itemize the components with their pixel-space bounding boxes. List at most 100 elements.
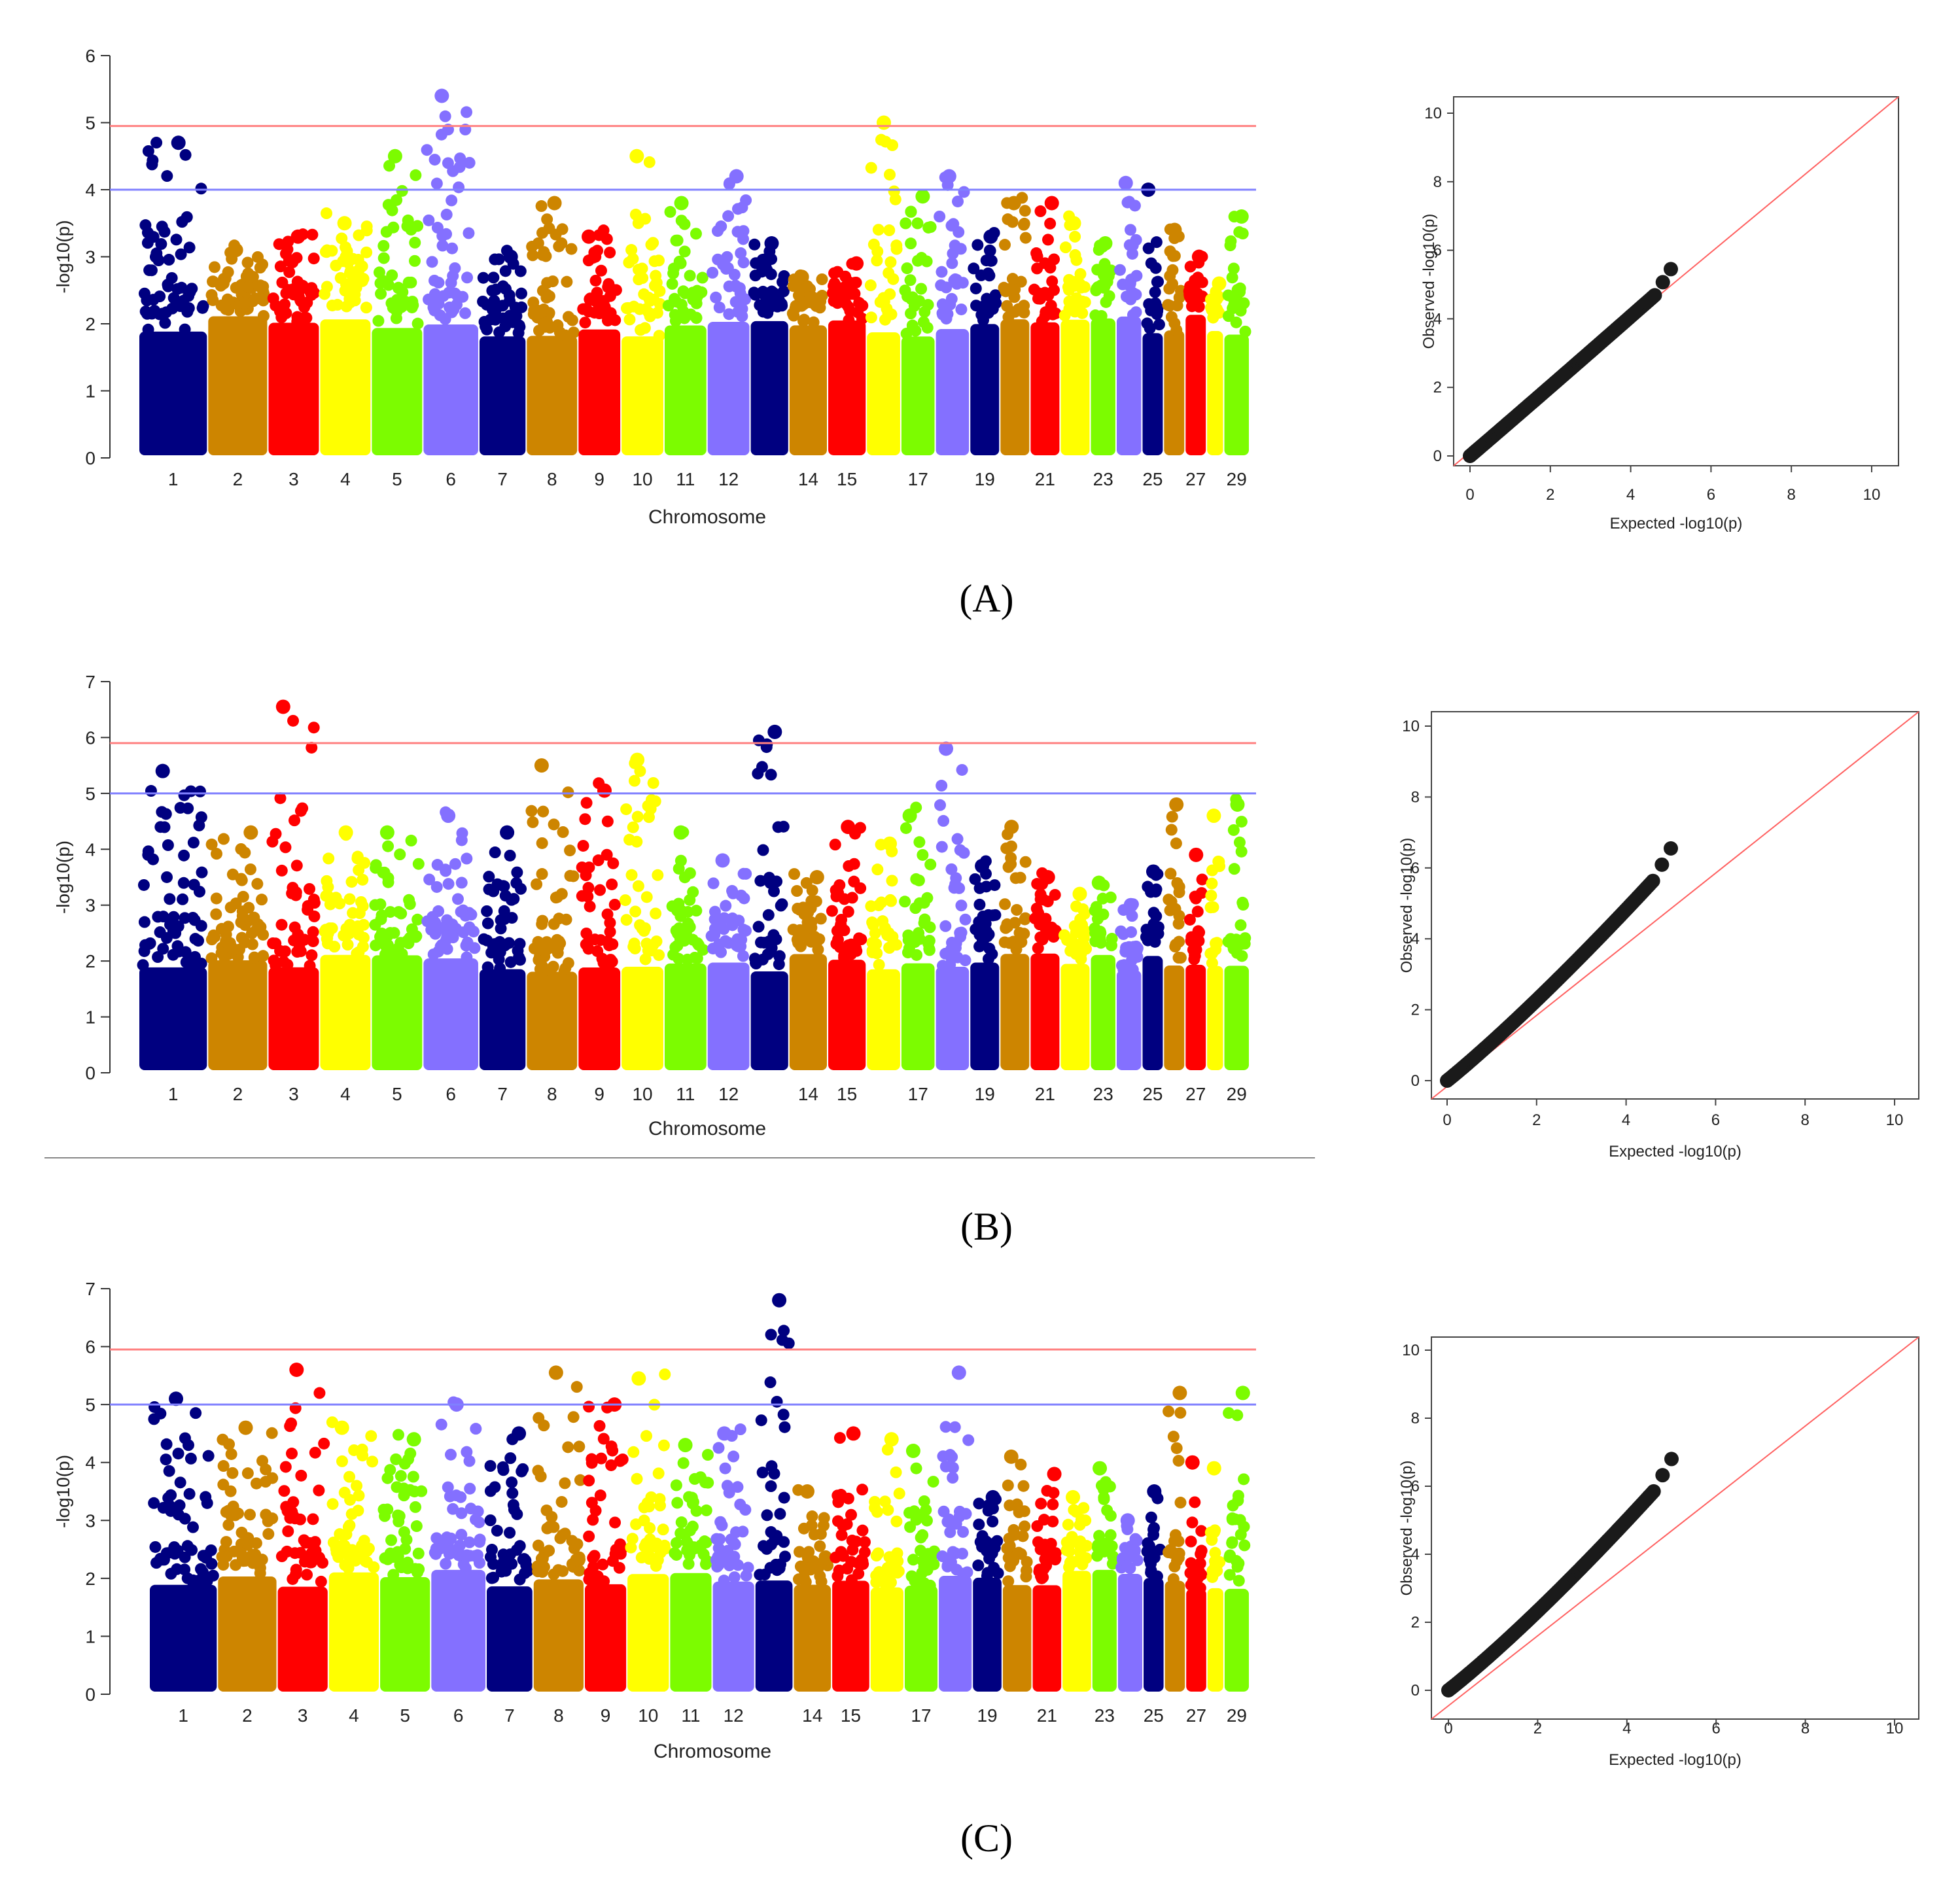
qq-top-point [1664,1452,1679,1467]
snp-point [138,916,150,928]
snp-point [463,156,476,169]
snp-point [752,920,765,933]
snp-point [670,1479,682,1491]
snp-point [871,245,884,258]
snp-point [639,213,652,225]
snp-point [236,931,248,944]
manhattan-points [148,1293,1251,1692]
snp-point [1002,1479,1014,1491]
snp-point [289,288,302,300]
snp-point [308,910,321,922]
snp-point [1070,926,1082,939]
chromosome-19-peak-snp [983,229,998,244]
snp-point [1166,1546,1178,1559]
snp-point [1098,258,1111,270]
snp-point [327,1536,340,1548]
chromosome-1-peak-snp [155,763,170,778]
snp-point [394,848,406,861]
snp-point [1222,935,1234,948]
chromosome-28-dense-points [1207,966,1223,1070]
snp-point [1223,1569,1236,1581]
chromosome-18-dense-points [936,966,970,1070]
snp-point [953,226,965,238]
snp-point [865,162,877,174]
snp-point [353,864,365,877]
snp-point [235,1548,247,1560]
chromosome-26-dense-points [1164,330,1185,455]
snp-point [856,1555,869,1567]
snp-point [1234,919,1247,931]
snp-point [156,220,168,233]
snp-point [681,953,693,966]
snp-point [726,916,738,929]
chromosome-9-dense-points [578,967,621,1070]
snp-point [677,305,690,318]
snp-point [279,945,291,958]
snp-point [976,1530,989,1542]
chromosome-21-peak-snp [1044,196,1059,211]
snp-point [347,907,359,919]
snp-point [375,288,387,300]
snp-point [239,846,251,859]
snp-point [384,927,396,939]
snp-point [977,314,989,326]
snp-point [983,1552,996,1565]
snp-point [142,145,154,157]
chromosome-13-peak-snp [772,1293,787,1308]
qq-x-tick-label: 2 [1533,1720,1542,1737]
qq-x-tick-label: 8 [1787,486,1796,504]
snp-point [1206,1534,1218,1546]
chromosome-2-dense-points [218,1576,277,1692]
snp-point [1093,1529,1106,1542]
snp-point [149,1541,162,1553]
snp-point [1103,290,1115,302]
snp-point [506,1487,519,1499]
chromosome-19-points [969,855,1002,1070]
qq-y-tick-label: 6 [1411,1478,1420,1495]
snp-point [498,905,510,917]
snp-point [497,1461,509,1473]
snp-point [343,1471,356,1483]
snp-point [679,287,691,300]
snp-point [484,1459,497,1472]
snp-point [366,1455,379,1468]
chromosome-25-dense-points [1142,956,1163,1070]
snp-point [548,818,560,831]
snp-point [682,1558,695,1570]
chromosome-8-dense-points [527,971,578,1070]
snp-point [465,909,478,921]
snp-point [285,1448,298,1460]
x-tick-label-chr-2: 2 [233,469,243,489]
snp-point [436,230,449,242]
snp-point [587,1514,599,1526]
snp-point [1209,1546,1221,1559]
snp-point [652,1467,665,1480]
snp-point [1207,294,1219,307]
snp-point [604,247,616,259]
chromosome-12-points [705,853,752,1070]
snp-point [1060,1544,1073,1556]
chromosome-8-dense-points [527,336,578,455]
chromosome-17-peak-snp [905,1444,920,1458]
snp-point [461,1446,473,1458]
x-axis-title: Chromosome [654,1741,771,1762]
snp-point [483,871,495,883]
snp-point [1120,290,1132,303]
snp-point [1113,264,1126,276]
snp-point [548,1521,560,1533]
snp-point [852,1567,865,1580]
snp-point [207,275,219,288]
snp-point [1019,913,1031,926]
snp-point [786,307,799,320]
snp-point [984,245,996,257]
snp-point [426,256,438,268]
qq-y-tick-label: 10 [1402,1342,1420,1359]
snp-point [290,860,303,872]
chromosome-4-points [319,825,371,1070]
snp-point [1168,317,1181,330]
snp-point [682,917,694,930]
snp-point [579,813,591,826]
snp-point [163,1465,175,1477]
snp-point [287,714,300,727]
snp-point [956,1548,968,1560]
